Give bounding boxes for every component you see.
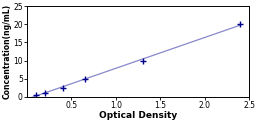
X-axis label: Optical Density: Optical Density <box>99 111 177 120</box>
Y-axis label: Concentration(ng/mL): Concentration(ng/mL) <box>3 4 12 99</box>
